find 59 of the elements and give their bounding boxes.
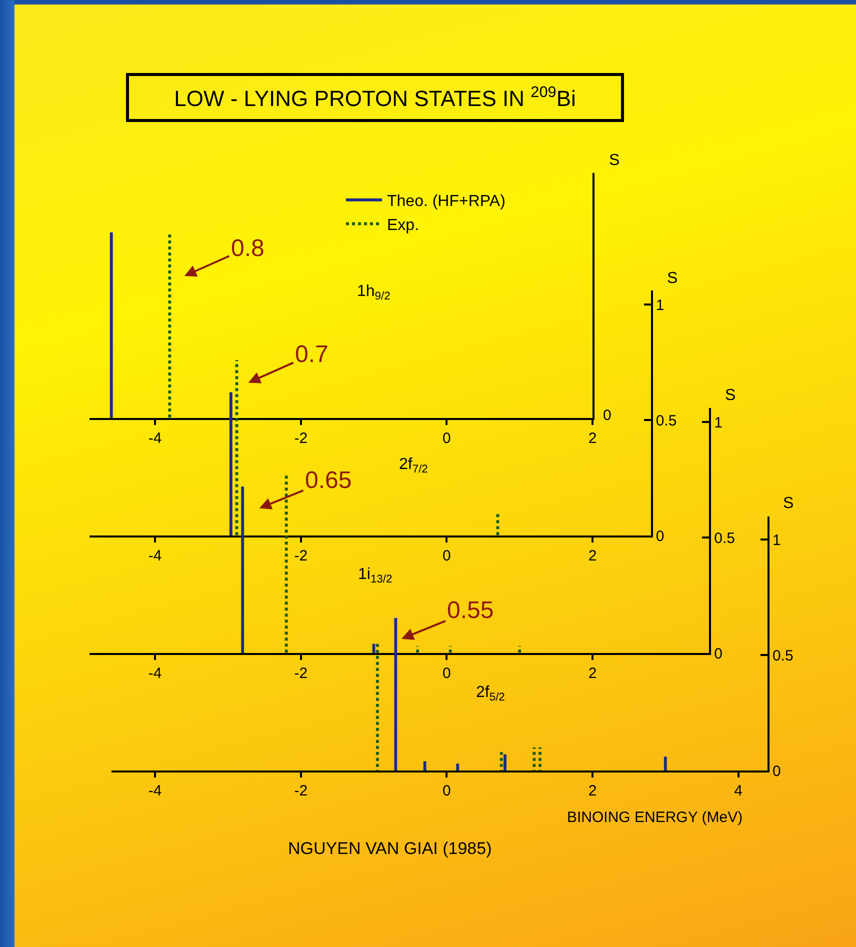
x-tick-label: -2	[294, 548, 308, 564]
y-tick-label: 1	[656, 296, 664, 314]
x-tick-label: -4	[148, 782, 162, 800]
bar	[664, 756, 667, 770]
x-tick-label: 0	[442, 430, 451, 447]
text: 1h$_{9/2}$	[357, 283, 390, 302]
bar	[532, 747, 536, 770]
chart-title: LOW - LYING PROTON STATES IN $^{209}$Bi	[174, 84, 576, 112]
bar	[229, 392, 232, 536]
annotation: 0.8	[231, 235, 264, 262]
x-tick-label: 2	[588, 430, 597, 447]
x-tick-label: 2	[588, 782, 597, 800]
x-axis-title: BINOING ENERGY (MeV)	[567, 809, 743, 826]
bar	[456, 764, 460, 770]
bar	[284, 475, 288, 653]
bar	[504, 754, 506, 770]
text: 2f$_{7/2}$	[399, 456, 428, 476]
y-axis-title: S	[783, 495, 794, 512]
x-tick-label: -4	[148, 430, 162, 447]
text: 1i$_{13/2}$	[358, 566, 392, 586]
x-tick-label: -2	[294, 665, 308, 682]
bar	[518, 646, 522, 653]
annotation: 0.55	[447, 597, 494, 624]
bar	[416, 646, 419, 653]
y-tick-label: 1	[772, 532, 781, 549]
y-tick-label: 0.5	[772, 647, 794, 664]
bar	[372, 644, 376, 653]
x-tick-label: -2	[294, 430, 308, 447]
bar	[538, 747, 542, 770]
x-tick-label: -2	[294, 782, 308, 800]
y-axis-title: S	[609, 152, 620, 169]
x-tick-label: 0	[442, 782, 451, 800]
y-tick-label: 0.5	[714, 530, 735, 547]
x-tick-label: 0	[442, 548, 451, 564]
bar	[241, 486, 244, 653]
y-tick-label: 0.5	[656, 412, 677, 430]
y-tick-label: 1	[714, 414, 722, 432]
annotation: 0.65	[305, 467, 352, 494]
y-axis-title: S	[667, 270, 678, 287]
x-tick-label: 0	[442, 665, 451, 682]
annotation: 0.7	[295, 341, 328, 368]
bar	[448, 646, 452, 653]
y-tick-label: 0	[656, 528, 664, 545]
x-tick-label: -4	[148, 665, 162, 682]
x-tick-label: 2	[588, 665, 597, 682]
annotation: 0	[603, 407, 612, 424]
text: 2f$_{5/2}$	[476, 684, 505, 704]
bar	[423, 761, 426, 770]
bar	[394, 618, 398, 770]
y-axis-title: S	[725, 387, 736, 404]
bar	[500, 752, 503, 770]
y-tick-label: 0	[772, 762, 781, 780]
x-tick-label: 2	[588, 548, 597, 564]
legend-label: Theo. (HF+RPA)	[386, 193, 506, 210]
text: NGUYEN VAN GIAI (1985)	[288, 839, 492, 858]
text: Exp.	[386, 216, 420, 234]
x-tick-label: -4	[148, 548, 162, 564]
y-tick-label: 0	[714, 645, 722, 662]
x-tick-label: 4	[734, 782, 742, 800]
